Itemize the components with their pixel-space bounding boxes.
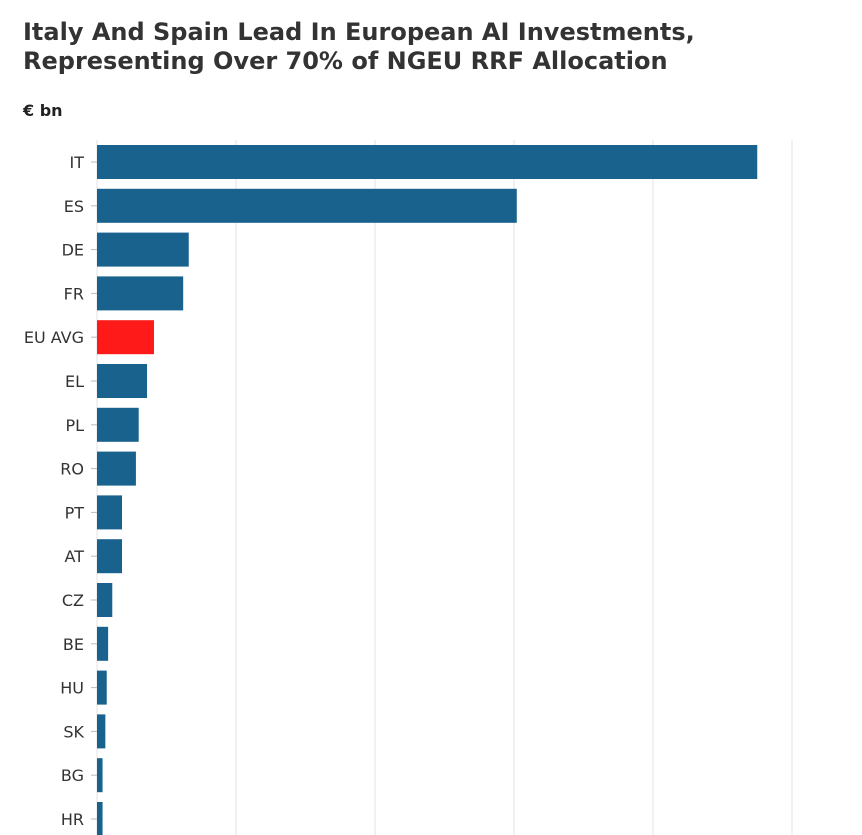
unit-label: € bn xyxy=(23,101,63,120)
bar-el xyxy=(97,364,148,398)
bar-sk xyxy=(97,714,106,749)
bar-bg xyxy=(97,758,103,793)
bar-ro xyxy=(97,451,136,486)
category-label: DE xyxy=(62,241,84,260)
bar-fr xyxy=(97,276,184,311)
category-label: FR xyxy=(64,284,84,303)
bars xyxy=(97,145,758,835)
category-label: AT xyxy=(65,547,85,566)
bar-cz xyxy=(97,583,113,617)
category-label: HR xyxy=(61,810,84,829)
bar-be xyxy=(97,626,109,661)
chart-title: Italy And Spain Lead In European AI Inve… xyxy=(23,18,695,75)
bar-pl xyxy=(97,407,139,442)
category-label: ES xyxy=(64,197,84,216)
category-label: PL xyxy=(65,416,84,435)
category-label: RO xyxy=(60,460,84,479)
bar-de xyxy=(97,232,189,267)
category-label: SK xyxy=(63,722,84,741)
category-label: EU AVG xyxy=(24,328,84,347)
category-label: HU xyxy=(60,679,84,698)
category-label: EL xyxy=(65,372,84,391)
bar-it xyxy=(97,145,758,179)
category-label: CZ xyxy=(62,591,84,610)
category-label: BE xyxy=(63,635,84,654)
grid-lines xyxy=(96,140,793,835)
bar-at xyxy=(97,539,123,574)
category-label: BG xyxy=(61,766,84,785)
category-label: IT xyxy=(70,153,85,172)
category-labels: IT ES DE FR EU AVG EL PL RO PT AT CZ BE HU SK BG HR xyxy=(24,153,97,829)
category-label: PT xyxy=(65,503,85,522)
bar-hr xyxy=(97,802,103,835)
bar-hu xyxy=(97,670,107,705)
bar-es xyxy=(97,188,517,223)
bar-eu-avg xyxy=(97,320,154,355)
bar-pt xyxy=(97,495,123,530)
